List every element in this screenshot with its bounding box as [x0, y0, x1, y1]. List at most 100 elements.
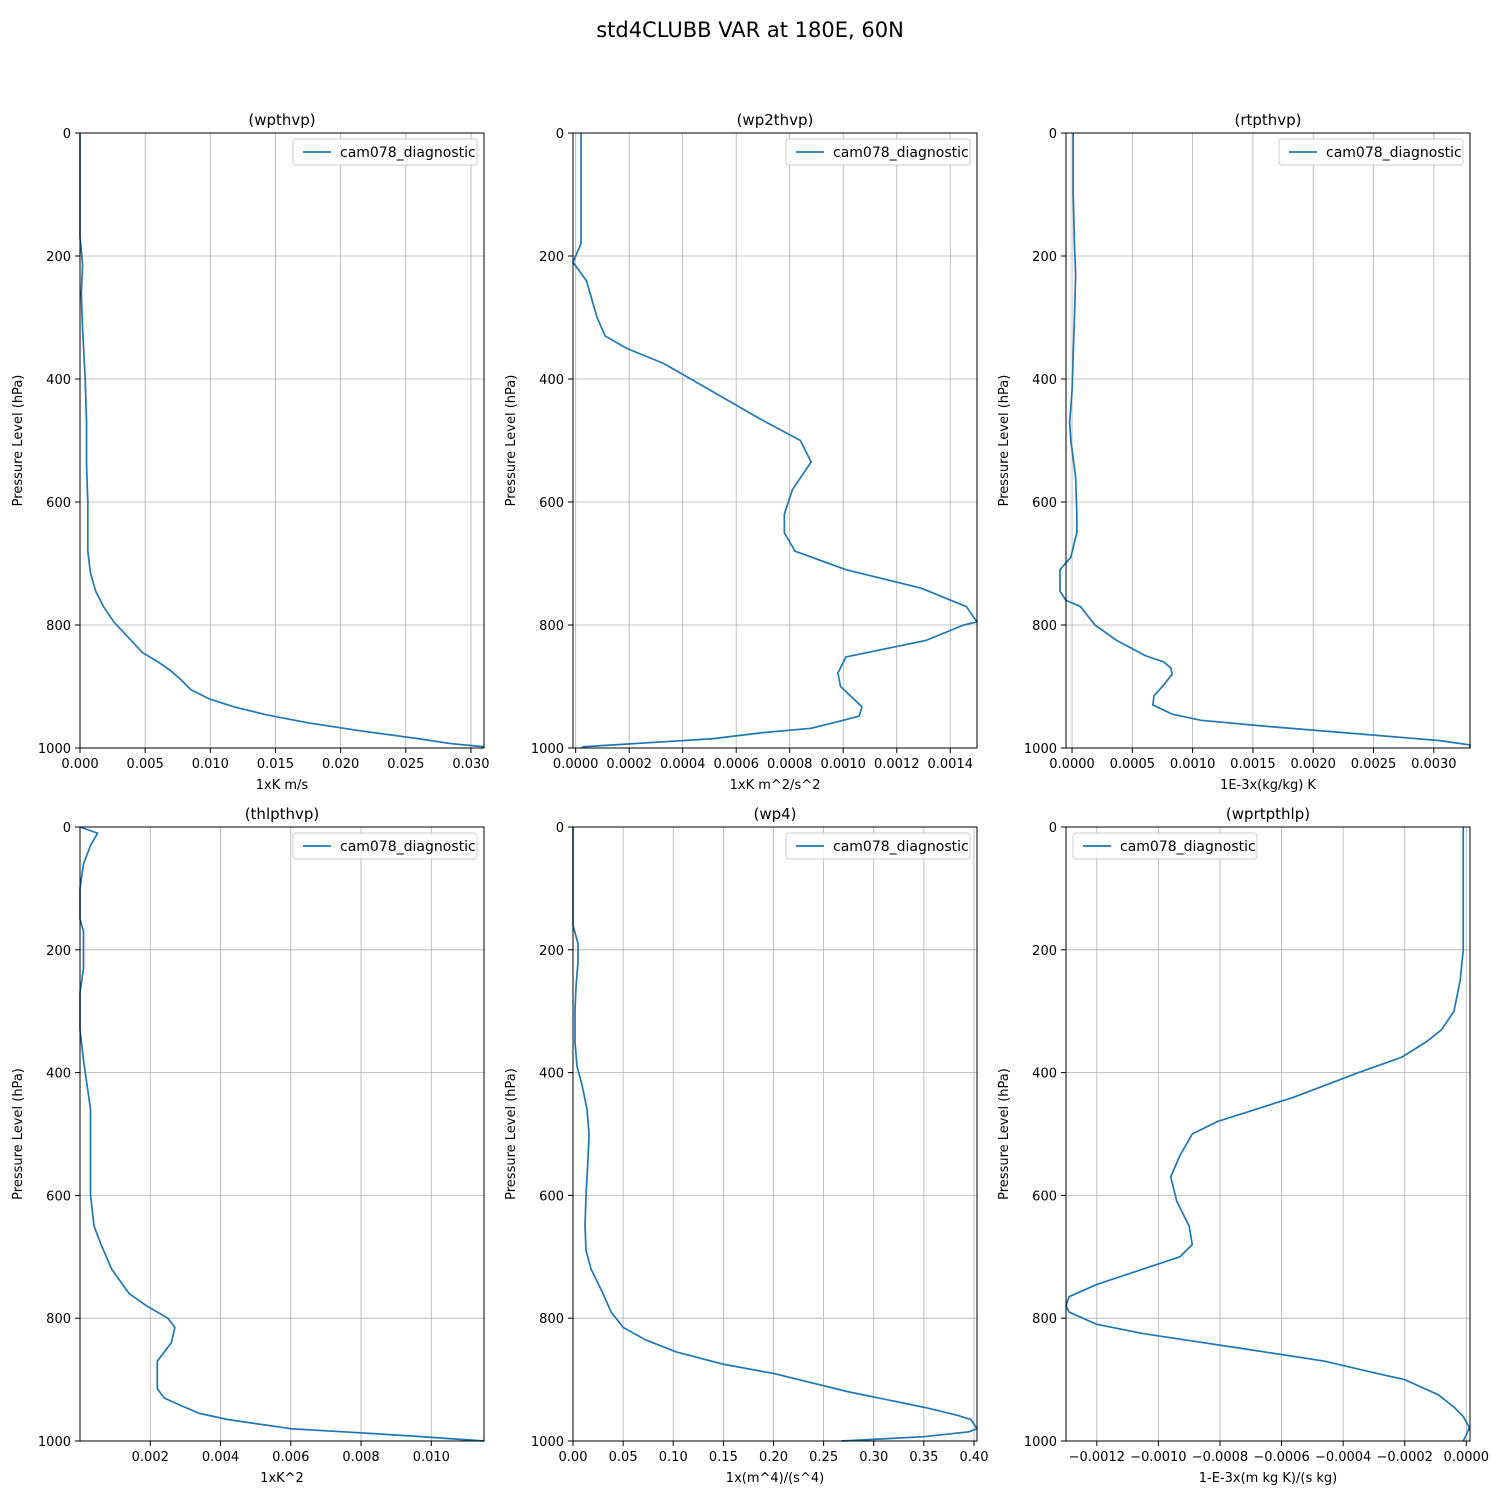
panel-title: (wprtpthlp): [1226, 805, 1310, 823]
y-axis-label: Pressure Level (hPa): [504, 375, 519, 507]
legend: cam078_diagnostic: [292, 138, 478, 166]
x-tick-label: 0.0004: [660, 757, 706, 772]
y-tick-label: 0: [1049, 821, 1057, 836]
axes-frame: [79, 826, 485, 1442]
y-axis-label: Pressure Level (hPa): [11, 375, 26, 507]
x-tick-label: 0.0002: [606, 757, 652, 772]
y-tick-label: 1000: [38, 1435, 71, 1450]
series-line-cam078_diagnostic: [1065, 827, 1471, 1442]
y-tick-label: 0: [556, 821, 564, 836]
x-tick-label: 0.008: [342, 1450, 379, 1465]
x-axis-label: 1-E-3x(m kg K)/(s kg): [1199, 1471, 1337, 1486]
panel-title: (wpthvp): [248, 111, 315, 129]
panel-title: (rtpthvp): [1234, 111, 1301, 129]
legend-label: cam078_diagnostic: [833, 839, 969, 855]
y-tick-label: 600: [46, 496, 71, 511]
x-tick-label: 0.40: [960, 1450, 989, 1465]
y-tick-label: 400: [539, 373, 564, 388]
legend: cam078_diagnostic: [785, 832, 971, 860]
x-tick-label: 0.30: [859, 1450, 888, 1465]
x-axis-label: 1xK m/s: [256, 778, 309, 793]
x-tick-label: 0.0000: [553, 757, 599, 772]
panel-title: (wp2thvp): [737, 111, 814, 129]
x-tick-label: −0.0004: [1315, 1450, 1371, 1465]
x-tick-label: 0.00: [559, 1450, 588, 1465]
y-tick-label: 0: [556, 127, 564, 142]
x-tick-label: −0.0006: [1253, 1450, 1309, 1465]
legend: cam078_diagnostic: [1072, 832, 1258, 860]
y-axis-label: Pressure Level (hPa): [997, 1068, 1012, 1200]
y-tick-label: 200: [1032, 944, 1057, 959]
x-tick-label: 0.0008: [767, 757, 813, 772]
x-tick-label: 0.0005: [1110, 757, 1156, 772]
axes-frame: [1065, 132, 1471, 749]
legend: cam078_diagnostic: [785, 138, 971, 166]
figure-title: std4CLUBB VAR at 180E, 60N: [596, 18, 904, 42]
x-tick-label: 0.020: [322, 757, 359, 772]
x-tick-label: 0.025: [387, 757, 424, 772]
series-line-cam078_diagnostic: [79, 826, 485, 1442]
legend-label: cam078_diagnostic: [340, 145, 476, 161]
legend: cam078_diagnostic: [1278, 138, 1464, 166]
x-tick-label: −0.0008: [1192, 1450, 1248, 1465]
x-tick-label: 0.0020: [1290, 757, 1336, 772]
x-tick-label: 0.25: [809, 1450, 838, 1465]
y-tick-label: 400: [46, 1067, 71, 1082]
legend-box: [785, 138, 971, 166]
y-tick-label: 800: [539, 619, 564, 634]
x-tick-label: −0.0002: [1377, 1450, 1433, 1465]
x-tick-label: 0.006: [272, 1450, 309, 1465]
series-line-cam078_diagnostic: [572, 827, 978, 1442]
panel-title: (thlpthvp): [245, 805, 320, 823]
legend-label: cam078_diagnostic: [1120, 839, 1256, 855]
y-tick-label: 800: [1032, 1312, 1057, 1327]
legend-box: [1072, 832, 1258, 860]
x-tick-label: 0.010: [413, 1450, 450, 1465]
y-tick-label: 0: [1049, 127, 1057, 142]
x-axis-label: 1x(m^4)/(s^4): [726, 1471, 824, 1486]
panel-3: 0.0000 0.0005 0.0010 0.0015 0.0020 0.0025 0.00…: [997, 111, 1471, 793]
y-axis-label: Pressure Level (hPa): [11, 1068, 26, 1200]
x-tick-label: 0.20: [759, 1450, 788, 1465]
x-axis-label: 1E-3x(kg/kg) K: [1220, 778, 1316, 793]
legend-box: [1278, 138, 1464, 166]
x-tick-label: 0.05: [609, 1450, 638, 1465]
y-tick-label: 400: [1032, 373, 1057, 388]
x-tick-label: 0.015: [257, 757, 294, 772]
x-tick-label: −0.0010: [1130, 1450, 1186, 1465]
x-tick-label: 0.010: [192, 757, 229, 772]
x-tick-label: 0.0010: [1170, 757, 1216, 772]
y-tick-label: 800: [539, 1312, 564, 1327]
x-tick-label: 0.005: [127, 757, 164, 772]
panel-5: 0.00 0.05 0.10 0.15 0.20 0.25 0.30 0.35 0.40 0 200…: [504, 805, 988, 1486]
y-tick-label: 400: [539, 1067, 564, 1082]
y-tick-label: 200: [539, 944, 564, 959]
x-tick-label: 0.0012: [874, 757, 920, 772]
x-tick-label: 0.0006: [713, 757, 759, 772]
series-line-cam078_diagnostic: [79, 133, 485, 748]
legend-box: [785, 832, 971, 860]
legend: cam078_diagnostic: [292, 832, 478, 860]
x-tick-label: 0.10: [659, 1450, 688, 1465]
x-tick-label: 0.000: [61, 757, 98, 772]
x-axis-label: 1xK^2: [260, 1471, 304, 1486]
panel-4: 0.002 0.004 0.006 0.008 0.010 0 200 400 600 800 10…: [11, 805, 485, 1486]
legend-label: cam078_diagnostic: [833, 145, 969, 161]
y-tick-label: 1000: [531, 742, 564, 757]
x-tick-label: 0.030: [452, 757, 489, 772]
x-axis-label: 1xK m^2/s^2: [730, 778, 821, 793]
y-axis-label: Pressure Level (hPa): [504, 1068, 519, 1200]
y-tick-label: 600: [539, 496, 564, 511]
y-tick-label: 200: [46, 944, 71, 959]
panel-6: −0.0012 −0.0010 −0.0008 −0.0006 −0.0004 −0.00…: [997, 805, 1489, 1486]
y-tick-label: 800: [46, 619, 71, 634]
panels: 0.000 0.005 0.010 0.015 0.020 0.025 0.03002004…: [11, 111, 1489, 1486]
y-tick-label: 1000: [1024, 1435, 1057, 1450]
y-tick-label: 1000: [531, 1435, 564, 1450]
y-tick-label: 1000: [38, 742, 71, 757]
y-tick-label: 0: [63, 821, 71, 836]
legend-label: cam078_diagnostic: [340, 839, 476, 855]
axes-frame: [1065, 826, 1471, 1442]
x-tick-label: 0.0014: [927, 757, 973, 772]
